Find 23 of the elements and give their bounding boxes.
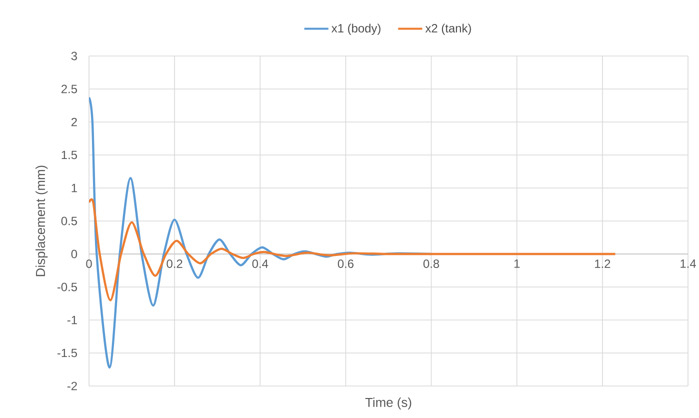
y-tick-label: 0.5 xyxy=(61,216,77,226)
x-tick-label: 0 xyxy=(86,260,92,268)
y-tick-label: -2 xyxy=(67,382,77,390)
y-tick-label: 2.5 xyxy=(61,84,77,94)
y-tick-label: -0.5 xyxy=(57,282,77,292)
x-tick-label: 0.8 xyxy=(423,260,440,268)
x-tick-label: 0.4 xyxy=(252,260,268,268)
x-tick-label: 1.4 xyxy=(680,260,696,268)
y-tick-label: -1.5 xyxy=(57,348,77,358)
y-tick-label: 0 xyxy=(71,250,78,258)
x-tick-label: 1 xyxy=(514,260,520,268)
x-tick-label: 0.6 xyxy=(338,260,354,268)
y-tick-label: 1.5 xyxy=(62,150,77,160)
y-tick-label: -1 xyxy=(67,316,77,324)
y-tick-label: 1 xyxy=(72,184,77,192)
y-tick-label: 3 xyxy=(71,52,77,60)
x-axis-title: Time (s) xyxy=(365,397,412,410)
legend-label: x1 (body) xyxy=(332,24,380,35)
x-tick-label: 1.2 xyxy=(595,260,610,268)
legend-label: x2 (tank) xyxy=(425,24,471,35)
y-tick-label: 2 xyxy=(71,118,77,126)
y-axis-title: Displacement (mm) xyxy=(36,166,48,276)
x-tick-label: 0.2 xyxy=(166,260,182,268)
